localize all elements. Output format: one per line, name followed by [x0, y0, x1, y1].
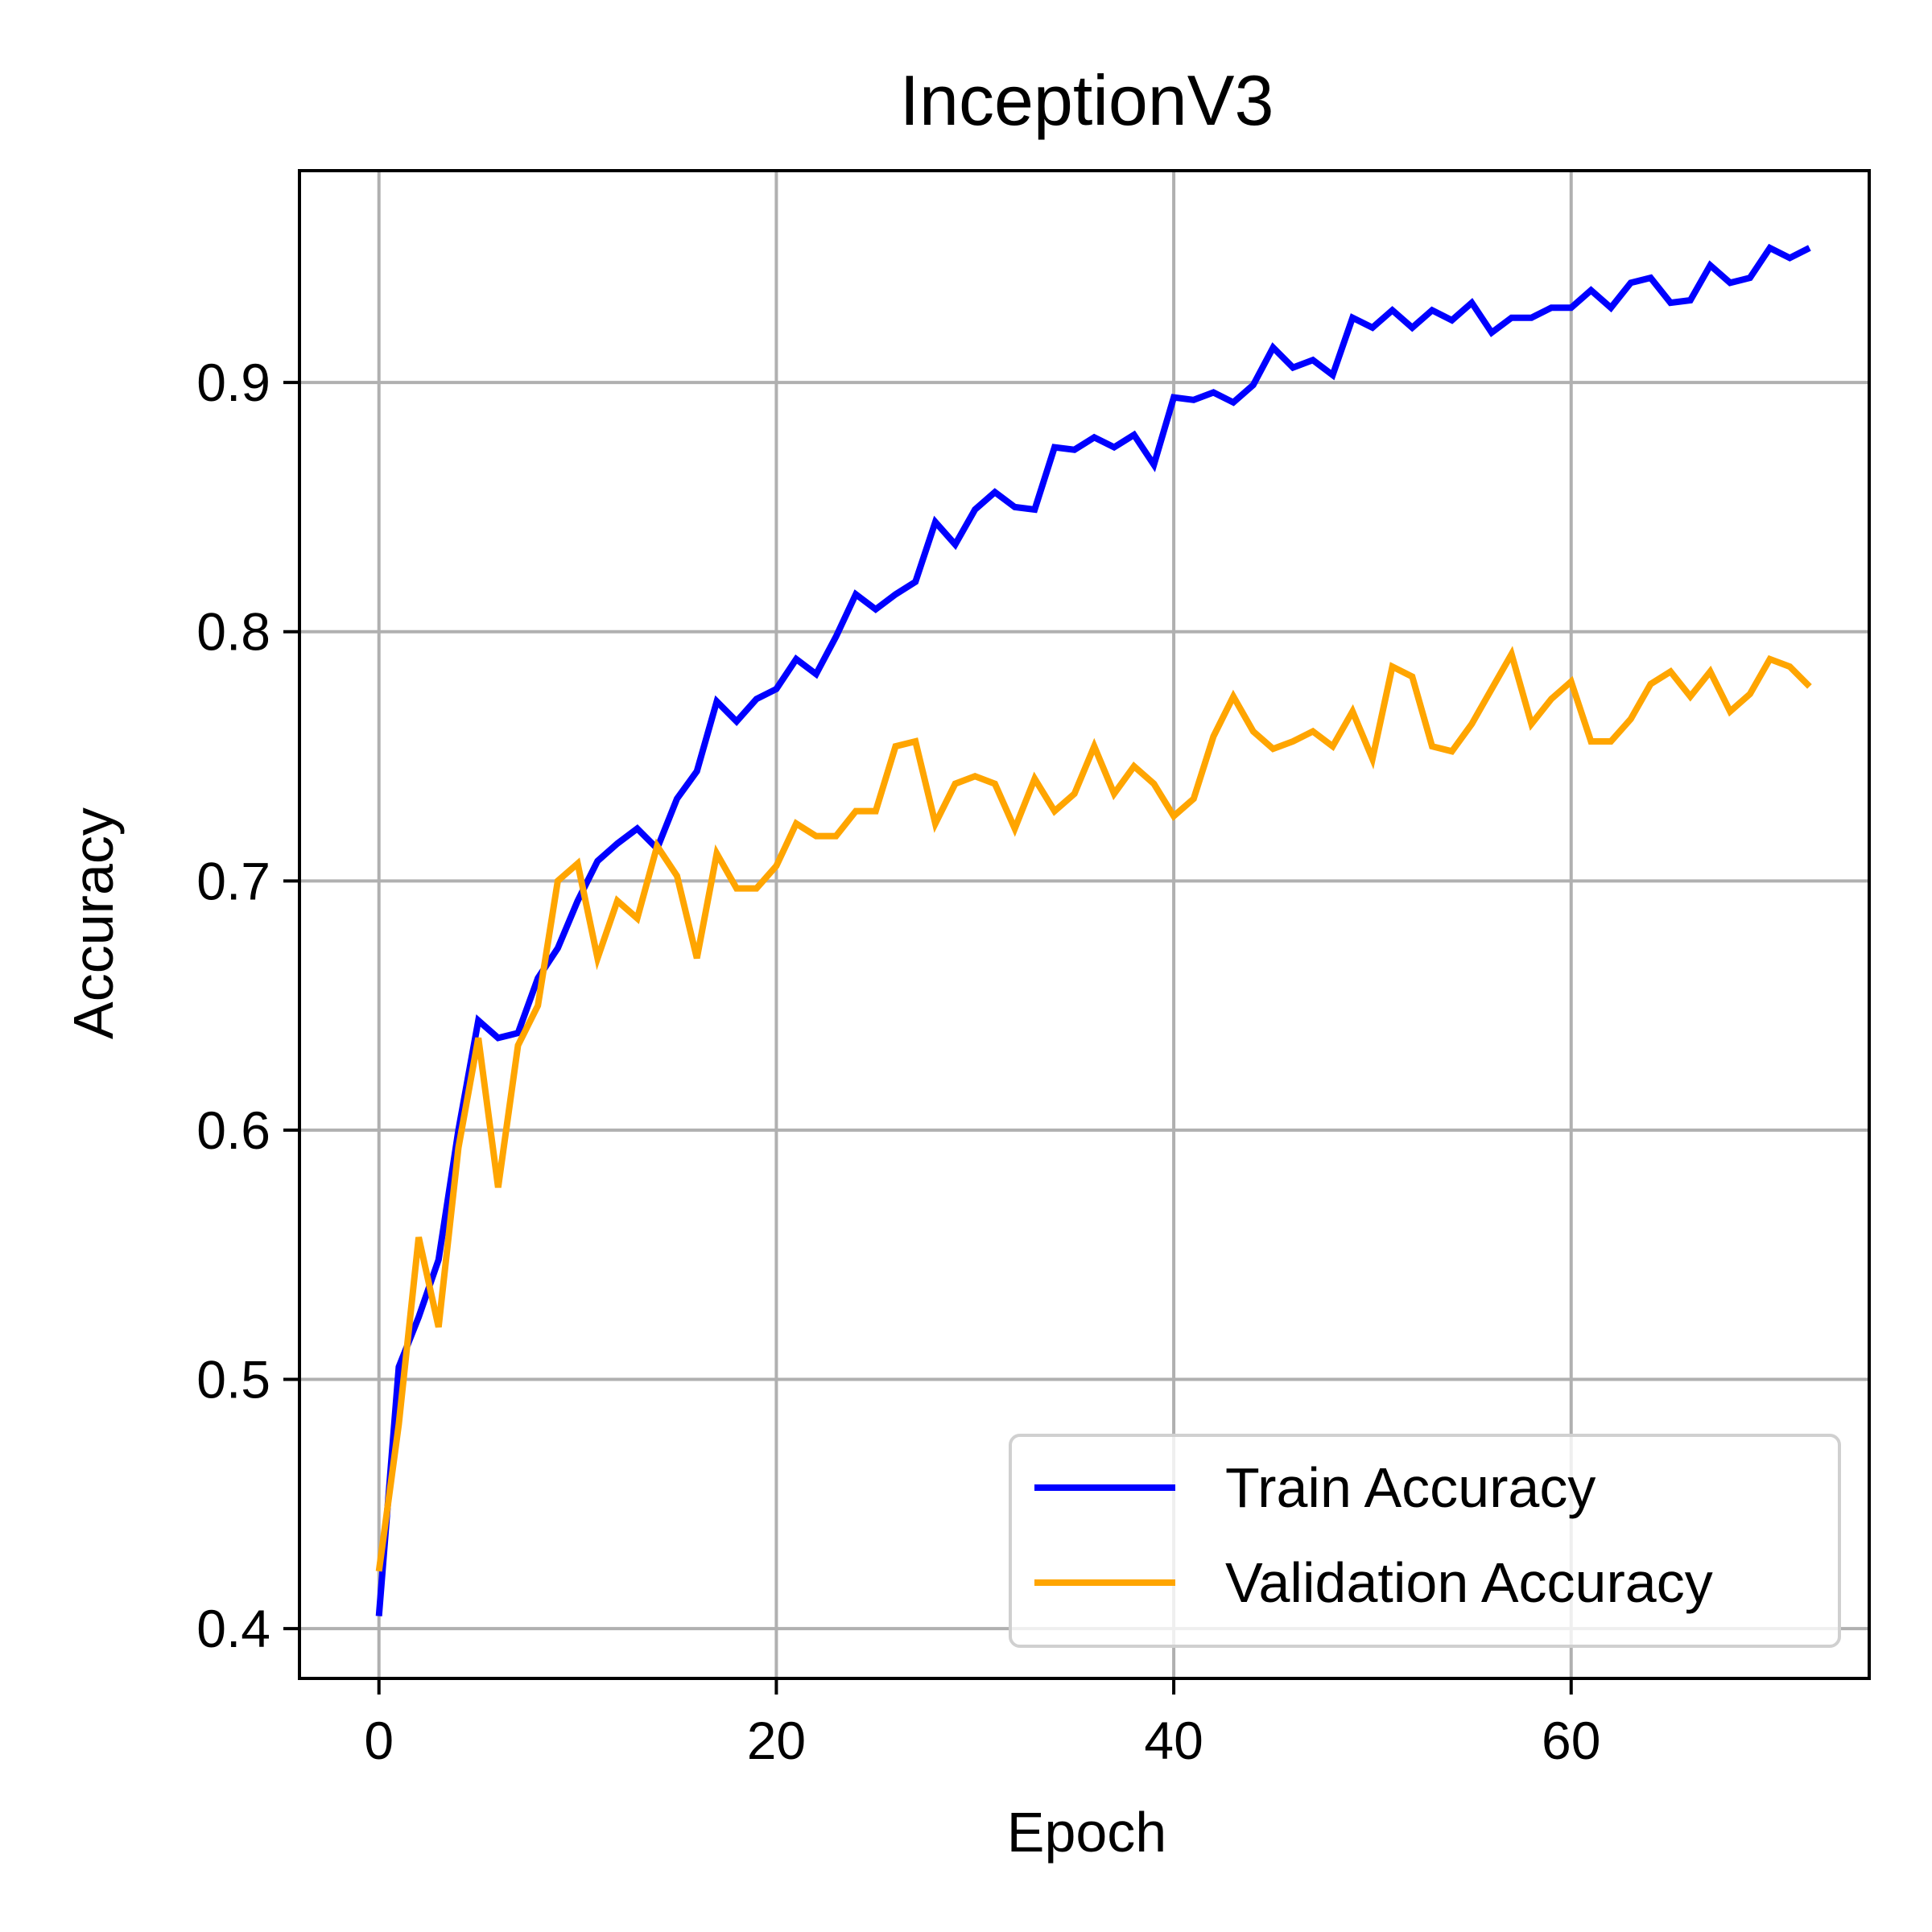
x-tick-label: 60 — [1542, 1711, 1600, 1770]
x-tick-label: 40 — [1144, 1711, 1203, 1770]
x-tick-label: 0 — [364, 1711, 394, 1770]
y-tick-label: 0.6 — [196, 1100, 270, 1160]
plot-frame — [298, 169, 1871, 1680]
y-tick-label: 0.8 — [196, 602, 270, 662]
y-tick-label: 0.5 — [196, 1349, 270, 1409]
y-axis-label: Accuracy — [62, 807, 125, 1039]
x-tick-label: 20 — [747, 1711, 806, 1770]
series-lines — [375, 243, 1812, 1616]
y-tick-label: 0.4 — [196, 1599, 270, 1658]
legend-label-train: Train Accuracy — [1225, 1456, 1596, 1519]
y-tick-label: 0.9 — [196, 353, 270, 412]
axis-ticks: 0 20 40 60 0.4 0.5 0.6 0.7 0.8 0.9 — [196, 353, 1600, 1770]
legend-box — [1009, 1434, 1841, 1648]
chart-title: InceptionV3 — [900, 60, 1274, 140]
validation-accuracy-line — [375, 646, 1812, 1572]
legend: Train Accuracy Validation Accuracy — [1009, 1434, 1841, 1648]
train-accuracy-line — [375, 243, 1811, 1616]
y-tick-label: 0.7 — [196, 851, 270, 910]
legend-label-validation: Validation Accuracy — [1225, 1551, 1713, 1614]
x-axis-label: Epoch — [1007, 1801, 1166, 1864]
